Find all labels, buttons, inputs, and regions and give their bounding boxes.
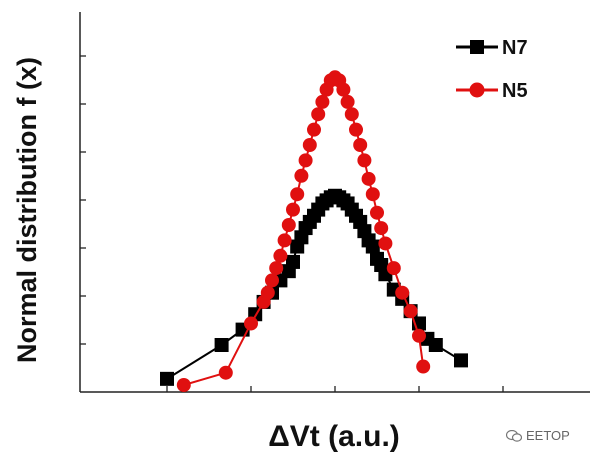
data-point-n7 — [365, 239, 380, 254]
data-point-n5 — [353, 138, 368, 152]
data-point-n5 — [273, 248, 288, 263]
data-point-n5 — [290, 187, 305, 202]
data-point-n7 — [454, 353, 468, 368]
data-point-n5 — [412, 328, 426, 343]
x-ticks — [166, 386, 504, 392]
data-point-n5 — [269, 261, 284, 276]
data-point-n5 — [315, 94, 330, 109]
x-axis-label: ΔVt (a.u.) — [268, 420, 400, 453]
data-point-n5 — [277, 233, 292, 248]
data-point-n5 — [265, 273, 279, 288]
data-point-n5 — [281, 218, 296, 232]
series-layer — [160, 70, 468, 392]
legend-label-n5: N5 — [502, 80, 528, 102]
data-point-n5 — [361, 171, 376, 186]
legend-label-n7: N7 — [502, 37, 528, 59]
data-point-n5 — [386, 261, 401, 276]
legend-marker-n5 — [469, 82, 485, 98]
data-point-n7 — [160, 371, 174, 386]
data-point-n5 — [336, 82, 351, 97]
data-point-n5 — [286, 202, 300, 217]
legend: N7 N5 — [456, 37, 528, 102]
data-point-n5 — [349, 122, 363, 137]
data-point-n7 — [214, 338, 229, 352]
data-point-n5 — [374, 221, 389, 236]
data-point-n5 — [218, 365, 233, 380]
wechat-icon — [506, 429, 522, 442]
data-point-n7 — [286, 254, 300, 269]
data-point-n5 — [403, 304, 418, 319]
legend-item-n5: N5 — [456, 80, 528, 102]
y-ticks — [80, 55, 86, 345]
data-point-n5 — [416, 359, 431, 374]
legend-marker-n7 — [470, 40, 484, 54]
data-point-n5 — [370, 205, 384, 220]
data-point-n7 — [428, 338, 443, 352]
data-point-n5 — [340, 94, 355, 109]
data-point-n5 — [378, 236, 393, 251]
y-axis-label: Normal distribution f (x) — [12, 57, 42, 363]
data-point-n5 — [344, 107, 359, 122]
watermark-text: EETOP — [526, 428, 570, 443]
watermark: EETOP — [506, 428, 570, 443]
data-point-n5 — [357, 153, 372, 168]
data-point-n5 — [365, 187, 380, 202]
data-point-n5 — [302, 138, 317, 152]
series-n5 — [176, 70, 431, 392]
data-point-n5 — [260, 285, 275, 300]
data-point-n5 — [311, 107, 326, 122]
data-point-n5 — [176, 378, 191, 392]
data-point-n5 — [395, 285, 410, 300]
data-point-n5 — [244, 316, 258, 331]
legend-item-n7: N7 — [456, 37, 528, 59]
data-point-n5 — [307, 122, 321, 137]
data-point-n5 — [294, 168, 309, 183]
data-point-n5 — [298, 153, 313, 168]
